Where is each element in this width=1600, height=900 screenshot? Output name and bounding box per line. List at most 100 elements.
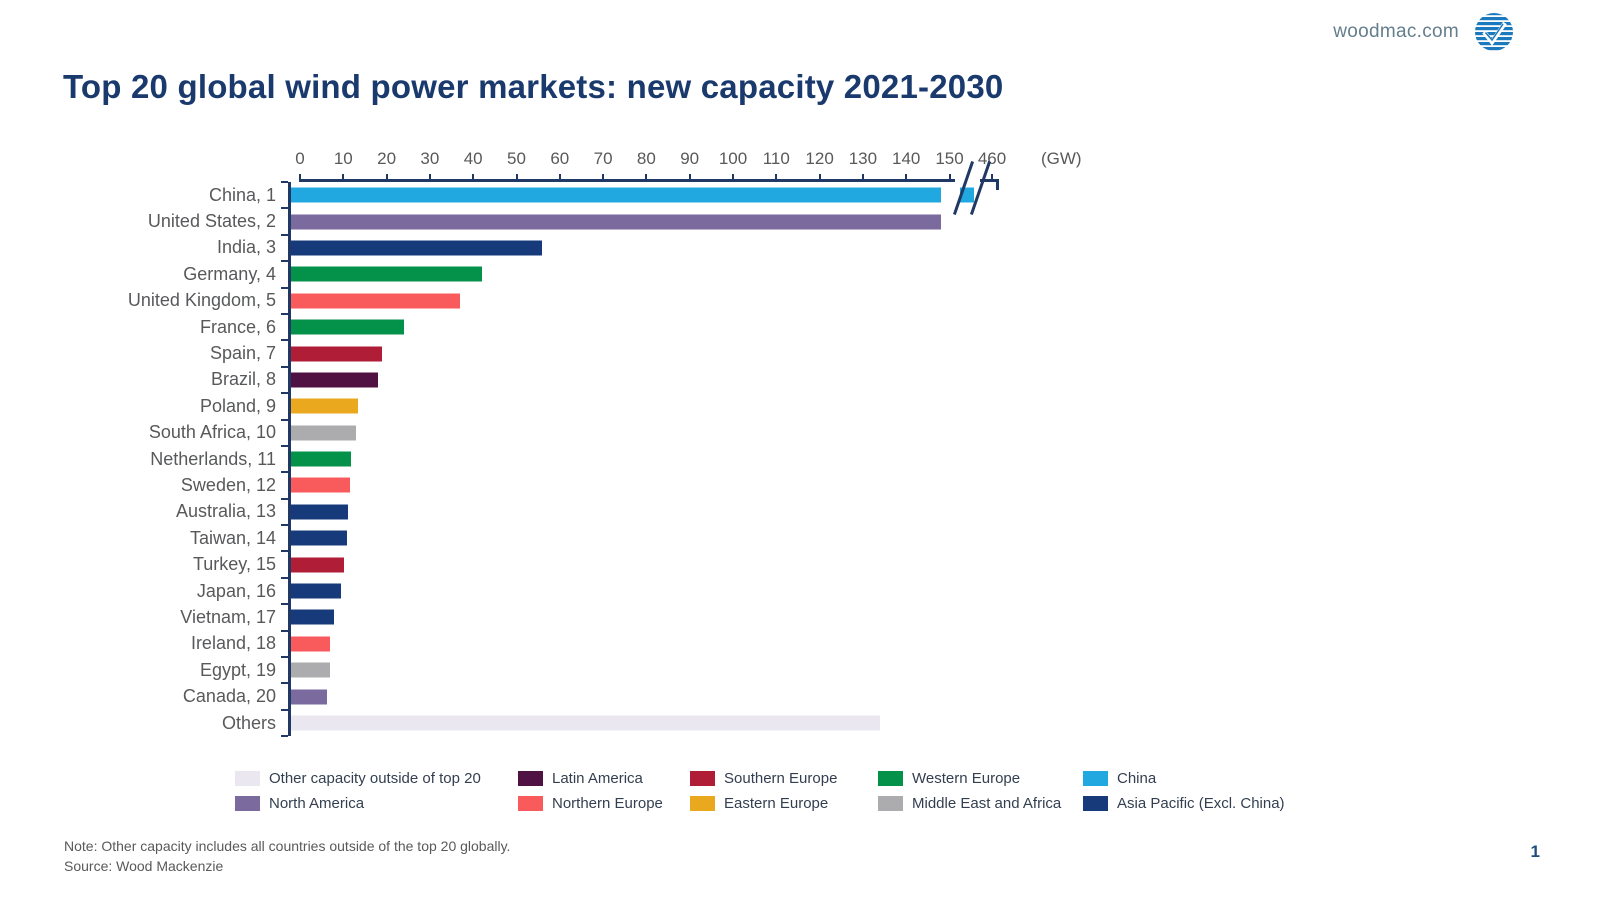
legend-item: Eastern Europe <box>690 795 878 812</box>
x-axis-tick <box>775 174 778 182</box>
x-axis-tick-label: 100 <box>718 149 748 168</box>
bar-track <box>281 260 1088 288</box>
chart-row: Others <box>63 708 1163 738</box>
legend: Other capacity outside of top 20 Latin Am… <box>235 770 1285 812</box>
chart-row: United States, 2 <box>63 207 1163 235</box>
bar <box>291 583 342 599</box>
legend-label: Northern Europe <box>552 795 663 812</box>
x-axis-tick-label: 0 <box>295 149 305 168</box>
chart-row: Spain, 7 <box>63 339 1163 367</box>
category-label: France, 6 <box>199 316 276 337</box>
chart-row: Canada, 20 <box>63 682 1163 710</box>
x-axis-tick-label: 110 <box>762 149 790 168</box>
legend-item: North America <box>235 795 518 812</box>
bar-track <box>281 524 1088 552</box>
legend-swatch <box>1083 771 1108 786</box>
bar <box>291 425 356 441</box>
x-axis-tick <box>861 174 864 182</box>
bar <box>291 346 382 362</box>
category-label: Sweden, 12 <box>180 474 276 495</box>
x-axis-endcap <box>996 179 999 190</box>
x-axis-tick-label: 20 <box>377 149 397 168</box>
legend-label: Middle East and Africa <box>912 795 1062 812</box>
bar-track <box>281 392 1088 420</box>
x-axis-line <box>980 179 999 182</box>
bar-track <box>281 180 1088 209</box>
chart-row: Vietnam, 17 <box>63 603 1163 631</box>
x-axis-tick-label: 460 <box>977 149 1007 168</box>
x-axis-tick <box>602 174 605 182</box>
legend-item: Middle East and Africa <box>878 795 1083 812</box>
page-title: Top 20 global wind power markets: new ca… <box>63 68 1004 105</box>
bar-track <box>281 629 1088 658</box>
legend-item: Northern Europe <box>518 795 690 812</box>
x-axis-tick <box>472 174 475 182</box>
x-axis-tick-label: 70 <box>593 149 613 168</box>
legend-item: China <box>1083 770 1285 787</box>
bar <box>291 477 351 493</box>
legend-swatch <box>1083 796 1108 811</box>
legend-swatch <box>235 771 260 786</box>
chart-row: France, 6 <box>63 312 1163 341</box>
bar <box>291 214 941 230</box>
category-label: South Africa, 10 <box>148 422 276 443</box>
x-axis-tick <box>818 174 821 182</box>
legend-label: Western Europe <box>912 770 1021 787</box>
bar-track <box>281 312 1088 341</box>
x-axis-tick-label: 40 <box>463 149 483 168</box>
legend-swatch <box>878 796 903 811</box>
site-url: woodmac.com <box>1333 21 1459 42</box>
chart-row: Turkey, 15 <box>63 550 1163 578</box>
bar-track <box>281 233 1088 262</box>
bar <box>291 319 404 335</box>
x-axis-tick <box>428 174 431 182</box>
bar <box>291 504 349 520</box>
legend-swatch <box>235 796 260 811</box>
bar-track <box>281 418 1088 446</box>
x-axis-tick <box>645 174 648 182</box>
category-label: Brazil, 8 <box>210 369 276 390</box>
bar <box>291 609 335 625</box>
legend-item: Latin America <box>518 770 690 787</box>
bar-track <box>281 286 1088 314</box>
x-axis-tick-label: 50 <box>507 149 526 168</box>
bar <box>291 662 330 678</box>
bar <box>291 266 482 282</box>
bar <box>291 451 351 467</box>
woodmac-logo-icon <box>1474 12 1514 52</box>
category-label: Egypt, 19 <box>199 659 276 680</box>
legend-swatch <box>878 771 903 786</box>
category-label: Japan, 16 <box>196 580 276 601</box>
chart-row: Australia, 13 <box>63 497 1163 526</box>
x-axis-tick <box>732 174 734 182</box>
category-label: Taiwan, 14 <box>189 527 276 548</box>
legend-swatch <box>518 771 543 786</box>
chart-row: China, 1 <box>63 180 1163 209</box>
x-axis-tick-label: 90 <box>680 149 700 168</box>
bar-track <box>281 497 1088 526</box>
source-text: Source: Wood Mackenzie <box>64 858 224 874</box>
legend-swatch <box>518 796 543 811</box>
x-axis-tick-label: 60 <box>550 149 570 168</box>
category-label: China, 1 <box>208 184 276 205</box>
category-label: Others <box>221 712 276 733</box>
chart-row: Ireland, 18 <box>63 629 1163 658</box>
x-axis-tick <box>299 174 301 182</box>
x-axis-tick <box>991 174 993 182</box>
x-axis-tick <box>558 174 561 182</box>
legend-label: Latin America <box>552 770 643 787</box>
chart-row: India, 3 <box>63 233 1163 262</box>
bar-break-gap <box>941 183 960 207</box>
header: woodmac.com <box>1333 12 1514 52</box>
bar-track <box>281 550 1088 578</box>
legend-item: Asia Pacific (Excl. China) <box>1083 795 1285 812</box>
bar-track <box>281 365 1088 394</box>
bar-track <box>281 576 1088 605</box>
axis-gutter <box>63 138 300 182</box>
bar-chart: 0 10 20 30 40 50 60 70 80 90 100 110 120 130 140 150 460… <box>63 138 1163 738</box>
legend-label: North America <box>269 795 365 812</box>
bar <box>291 689 327 705</box>
legend-item: Southern Europe <box>690 770 878 787</box>
category-label: United Kingdom, 5 <box>127 290 276 311</box>
x-axis-tick <box>948 174 951 182</box>
